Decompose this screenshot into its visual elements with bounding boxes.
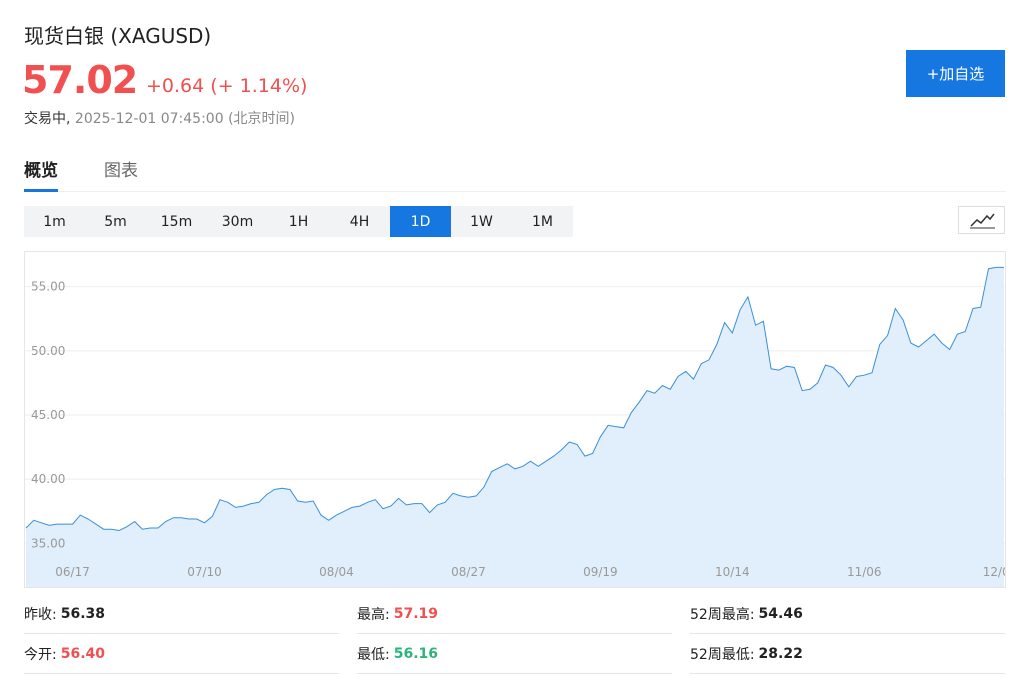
tabs: 概览 图表 <box>24 156 1006 192</box>
chart-style-button[interactable] <box>958 206 1005 234</box>
stat-label: 最低: <box>357 646 390 663</box>
interval-button[interactable]: 1D <box>390 206 451 237</box>
stat-item: 52周最高: 54.46 <box>690 594 1005 634</box>
change-percent: (+ 1.14%) <box>210 75 308 97</box>
interval-button[interactable]: 1m <box>43 213 66 230</box>
interval-button[interactable]: 5m <box>104 213 127 230</box>
interval-button[interactable]: 1H <box>288 213 309 230</box>
stat-item: 最高: 57.19 <box>357 594 672 634</box>
stat-value: 56.40 <box>60 645 106 662</box>
stat-value: 56.16 <box>393 645 439 662</box>
y-tick-label: 50.00 <box>31 344 65 358</box>
stat-value: 56.38 <box>60 605 106 622</box>
stat-label: 最高: <box>357 606 390 623</box>
interval-button[interactable]: 30m <box>221 213 254 230</box>
timezone: (北京时间) <box>228 111 295 127</box>
stat-value: 54.46 <box>758 605 803 622</box>
change: +0.64 (+ 1.14%) <box>146 75 307 97</box>
time: 2025-12-01 07:45:00 <box>74 111 224 127</box>
area-fill <box>26 267 1004 587</box>
stat-item: 昨收: 56.38 <box>24 594 339 634</box>
x-tick-label: 08/04 <box>319 565 354 579</box>
stat-label: 52周最低: <box>690 646 755 663</box>
status: 交易中, 2025-12-01 07:45:00 (北京时间) <box>24 108 295 128</box>
stat-label: 52周最高: <box>690 606 755 623</box>
y-tick-label: 35.00 <box>31 536 65 550</box>
interval-button[interactable]: 4H <box>349 213 370 230</box>
price: 57.02 <box>22 58 138 102</box>
tab[interactable]: 概览 <box>24 156 58 192</box>
interval-bar: 1m 5m 15m 30m 1H 4H 1D 1W 1M <box>24 206 573 237</box>
x-tick-label: 10/14 <box>715 565 750 579</box>
x-tick-label: 08/27 <box>451 565 486 579</box>
stat-item: 今开: 56.40 <box>24 634 339 674</box>
trade-status: 交易中, <box>24 111 71 127</box>
title: 现货白银 (XAGUSD) <box>24 24 212 48</box>
price-line <box>25 266 1004 532</box>
y-tick-label: 55.00 <box>31 280 65 294</box>
x-tick-label: 07/10 <box>187 565 222 579</box>
change-value: +0.64 <box>146 75 205 97</box>
watchlist-button[interactable]: +加自选 <box>906 50 1005 97</box>
x-tick-label: 06/17 <box>55 565 90 579</box>
stat-item: 52周最低: 28.22 <box>690 634 1005 674</box>
stat-item: 最低: 56.16 <box>357 634 672 674</box>
stat-label: 昨收: <box>24 606 57 623</box>
line-icon <box>970 213 995 229</box>
price-chart: 35.00 40.00 45.00 50.00 55.00 06/17 07/10 08/04… <box>24 251 1006 588</box>
interval-button[interactable]: 1M <box>532 213 553 230</box>
stat-value: 57.19 <box>393 605 439 622</box>
stat-label: 今开: <box>24 646 57 663</box>
y-tick-label: 40.00 <box>31 472 65 486</box>
stat-value: 28.22 <box>758 645 803 662</box>
x-tick-label: 11/06 <box>847 565 882 579</box>
interval-button[interactable]: 15m <box>160 213 193 230</box>
y-tick-label: 45.00 <box>31 408 65 422</box>
x-tick-label: 09/19 <box>583 565 618 579</box>
tab[interactable]: 图表 <box>104 161 138 181</box>
interval-button[interactable]: 1W <box>470 213 493 230</box>
x-tick-label: 12/0 <box>983 565 1006 579</box>
